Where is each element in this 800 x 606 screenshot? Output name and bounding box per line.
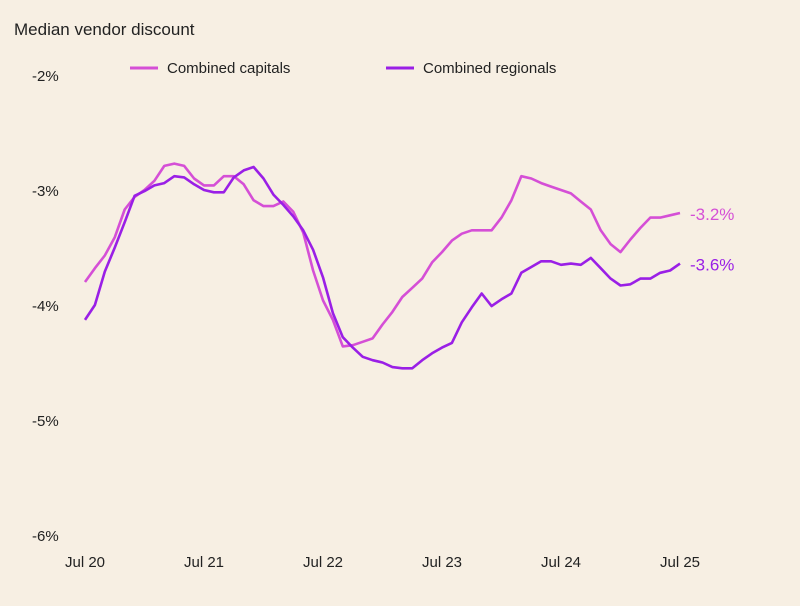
y-tick-label: -3%: [32, 183, 59, 200]
series-line-regionals: [83, 165, 681, 370]
x-tick-label: Jul 24: [541, 554, 581, 571]
y-tick-label: -4%: [32, 298, 59, 315]
x-tick-label: Jul 20: [65, 554, 105, 571]
x-tick-label: Jul 23: [422, 554, 462, 571]
end-value-label: -3.2%: [690, 205, 734, 224]
legend-label: Combined regionals: [423, 60, 556, 77]
x-tick-label: Jul 25: [660, 554, 700, 571]
y-tick-label: -6%: [32, 528, 59, 545]
end-value-label: -3.6%: [690, 256, 734, 275]
y-tick-label: -2%: [32, 68, 59, 85]
chart-title: Median vendor discount: [14, 20, 195, 39]
x-tick-label: Jul 22: [303, 554, 343, 571]
series-line-capitals: [83, 162, 681, 348]
y-tick-label: -5%: [32, 413, 59, 430]
x-tick-label: Jul 21: [184, 554, 224, 571]
legend-label: Combined capitals: [167, 60, 290, 77]
